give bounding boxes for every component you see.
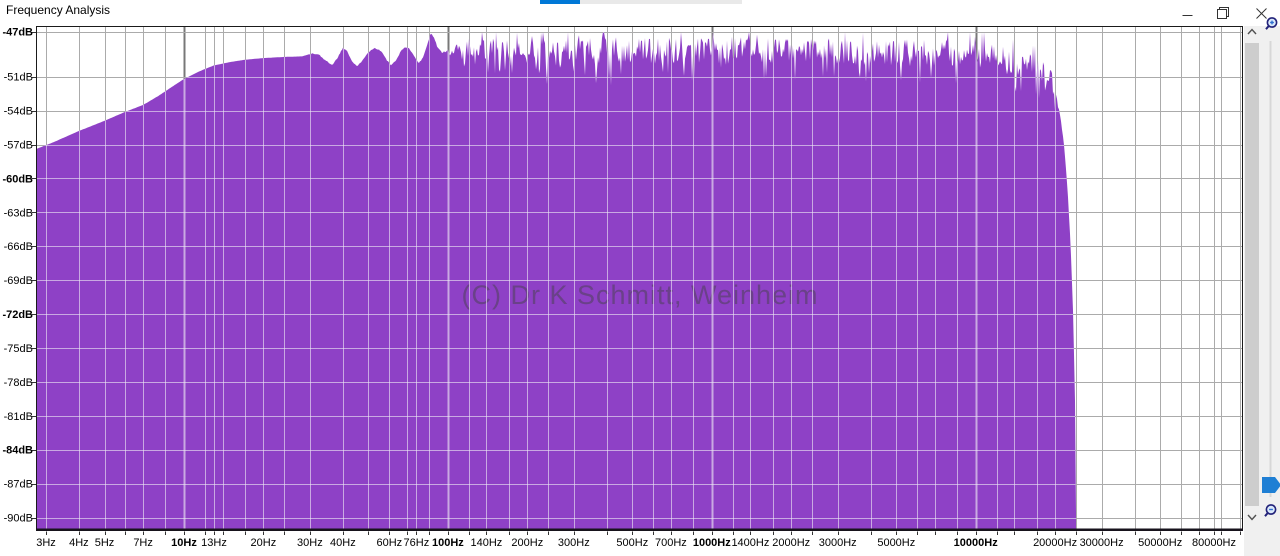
- x-tick-label: 60Hz: [376, 537, 402, 549]
- x-tick-label: 76Hz: [404, 537, 430, 549]
- vertical-scrollbar[interactable]: [1245, 26, 1259, 524]
- close-button[interactable]: [1246, 4, 1276, 22]
- y-tick-label: -75dB: [4, 343, 33, 355]
- y-tick-label: -54dB: [4, 106, 33, 118]
- x-tick-label: 200Hz: [511, 537, 543, 549]
- x-tick-label: 5000Hz: [877, 537, 915, 549]
- zoom-slider-handle[interactable]: [1262, 477, 1280, 493]
- zoom-in-button[interactable]: [1265, 17, 1278, 30]
- minimize-icon: [1182, 14, 1192, 16]
- x-tick-label: 4Hz: [69, 537, 89, 549]
- gridlines-over-fill: [36, 32, 1076, 529]
- y-tick-label: -69dB: [4, 275, 33, 287]
- right-panel: [1244, 17, 1280, 556]
- x-tick-label: 80000Hz: [1192, 537, 1236, 549]
- x-tick-label: 20Hz: [251, 537, 277, 549]
- zoom-out-button[interactable]: [1264, 504, 1277, 517]
- watermark-text: (C) Dr K Schmitt, Weinheim: [461, 280, 818, 310]
- x-tick-label: 3000Hz: [819, 537, 857, 549]
- scroll-up-button[interactable]: [1247, 28, 1257, 35]
- scrollbar-thumb[interactable]: [1245, 43, 1259, 506]
- x-tick-label: 100Hz: [432, 537, 464, 549]
- x-tick-label: 1000Hz: [693, 537, 731, 549]
- x-tick-label: 3Hz: [36, 537, 56, 549]
- y-tick-label: -66dB: [4, 241, 33, 253]
- x-tick-label: 50000Hz: [1138, 537, 1182, 549]
- window-title: Frequency Analysis: [6, 3, 111, 17]
- zoom-out-icon: [1264, 504, 1277, 517]
- x-tick-label: 140Hz: [471, 537, 503, 549]
- y-tick-label: -51dB: [4, 72, 33, 84]
- x-tick-label: 30000Hz: [1080, 537, 1124, 549]
- y-tick-label: -47dB: [2, 27, 33, 39]
- progress-bar: [540, 0, 742, 4]
- y-tick-label: -78dB: [4, 377, 33, 389]
- minimize-button[interactable]: [1172, 4, 1202, 22]
- x-tick-label: 700Hz: [655, 537, 687, 549]
- zoom-slider[interactable]: [1262, 17, 1280, 517]
- x-tick-label: 5Hz: [95, 537, 115, 549]
- x-tick-label: 1400Hz: [731, 537, 769, 549]
- y-axis-labels: -47dB -51dB -54dB -57dB -60dB -63dB -66dB -69dB…: [2, 27, 33, 525]
- zoom-in-icon: [1265, 17, 1278, 30]
- x-tick-label: 300Hz: [558, 537, 590, 549]
- y-tick-label: -60dB: [2, 173, 33, 185]
- progress-bar-fill: [540, 0, 581, 4]
- scroll-down-button[interactable]: [1247, 514, 1257, 521]
- y-tick-label: -87dB: [4, 479, 33, 491]
- x-tick-label: 7Hz: [133, 537, 153, 549]
- scroll-down-icon: [1247, 514, 1257, 521]
- x-tick-label: 500Hz: [616, 537, 648, 549]
- restore-button[interactable]: [1208, 4, 1238, 22]
- y-tick-label: -84dB: [2, 445, 33, 457]
- x-tick-label: 13Hz: [201, 537, 227, 549]
- x-tick-label: 10000Hz: [954, 537, 999, 549]
- restore-icon: [1217, 7, 1229, 19]
- x-tick-label: 20000Hz: [1033, 537, 1077, 549]
- y-tick-label: -57dB: [4, 140, 33, 152]
- scroll-up-icon: [1247, 28, 1257, 35]
- titlebar[interactable]: Frequency Analysis: [0, 0, 1280, 22]
- x-tick-label: 10Hz: [171, 537, 197, 549]
- y-tick-label: -72dB: [2, 309, 33, 321]
- x-axis-labels: 3Hz 4Hz 5Hz 7Hz 10Hz 13Hz 20Hz 30Hz 40Hz 60Hz 76Hz…: [36, 537, 1236, 549]
- x-tick-label: 2000Hz: [772, 537, 810, 549]
- y-tick-label: -90dB: [4, 513, 33, 525]
- close-icon: [1255, 7, 1267, 19]
- y-tick-label: -63dB: [4, 207, 33, 219]
- x-tick-label: 30Hz: [297, 537, 323, 549]
- plot-frame: [31, 26, 1243, 535]
- x-tick-label: 40Hz: [330, 537, 356, 549]
- y-tick-label: -81dB: [4, 411, 33, 423]
